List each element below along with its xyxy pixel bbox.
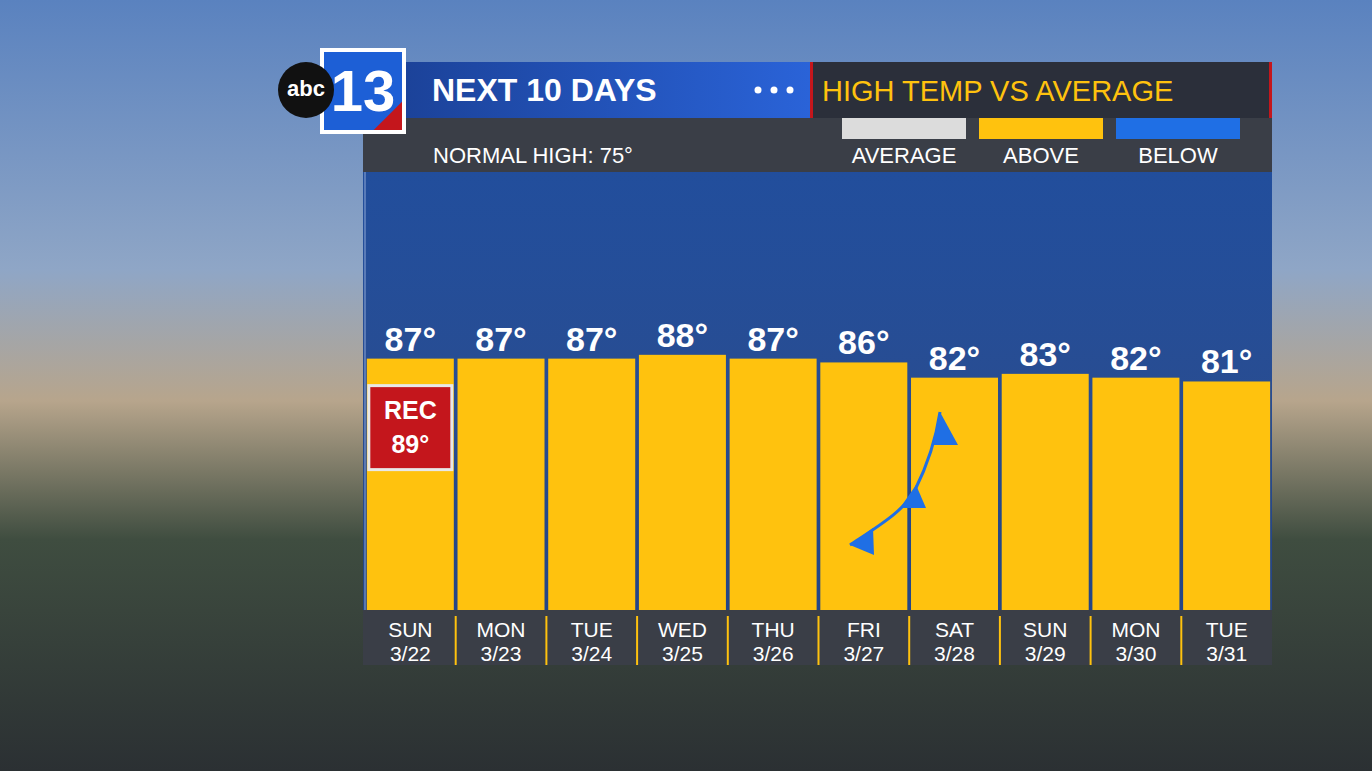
svg-text:REC: REC — [384, 396, 437, 424]
svg-text:3/26: 3/26 — [753, 642, 794, 665]
svg-text:3/30: 3/30 — [1116, 642, 1157, 665]
svg-text:3/24: 3/24 — [571, 642, 612, 665]
svg-text:THU: THU — [752, 618, 795, 641]
svg-text:3/31: 3/31 — [1206, 642, 1247, 665]
html-text:NEXT 10 DAYS: NEXT 10 DAYS — [432, 72, 657, 108]
html-text:AVERAGE: AVERAGE — [851, 143, 957, 168]
svg-text:MON: MON — [1111, 618, 1160, 641]
svg-text:87°: 87° — [385, 320, 436, 358]
svg-text:WED: WED — [658, 618, 707, 641]
svg-text:83°: 83° — [1020, 335, 1071, 373]
svg-text:81°: 81° — [1201, 342, 1252, 380]
svg-text:TUE: TUE — [1206, 618, 1248, 641]
svg-text:86°: 86° — [838, 323, 889, 361]
svg-text:SUN: SUN — [388, 618, 432, 641]
html-text:13: 13 — [330, 58, 396, 123]
svg-text:3/22: 3/22 — [390, 642, 431, 665]
svg-text:3/25: 3/25 — [662, 642, 703, 665]
svg-text:3/27: 3/27 — [843, 642, 884, 665]
svg-text:89°: 89° — [391, 430, 429, 458]
svg-text:82°: 82° — [929, 339, 980, 377]
html-text:NORMAL HIGH: 75°: NORMAL HIGH: 75° — [433, 143, 633, 168]
html-text:ABOVE: ABOVE — [1003, 143, 1079, 168]
html-text:BELOW: BELOW — [1138, 143, 1218, 168]
html-text:HIGH TEMP VS AVERAGE: HIGH TEMP VS AVERAGE — [822, 75, 1174, 107]
svg-text:TUE: TUE — [571, 618, 613, 641]
svg-text:3/29: 3/29 — [1025, 642, 1066, 665]
svg-text:3/28: 3/28 — [934, 642, 975, 665]
svg-text:87°: 87° — [747, 320, 798, 358]
svg-text:88°: 88° — [657, 316, 708, 354]
svg-text:SUN: SUN — [1023, 618, 1067, 641]
svg-text:FRI: FRI — [847, 618, 881, 641]
svg-text:82°: 82° — [1110, 339, 1161, 377]
html-text:abc: abc — [287, 76, 325, 101]
svg-text:SAT: SAT — [935, 618, 974, 641]
svg-text:87°: 87° — [566, 320, 617, 358]
svg-text:87°: 87° — [475, 320, 526, 358]
svg-text:MON: MON — [477, 618, 526, 641]
svg-text:3/23: 3/23 — [481, 642, 522, 665]
